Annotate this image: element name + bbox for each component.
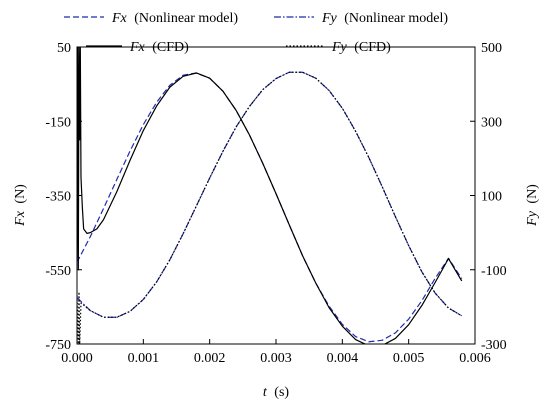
- series-line-fx-cfd: [77, 47, 463, 344]
- y-left-tick-label: -150: [45, 115, 71, 130]
- y-right-axis-label-var: Fy: [525, 210, 540, 227]
- y-right-tick-label: 500: [481, 41, 502, 56]
- legend-fx-nonlinear-name: (Nonlinear model): [134, 11, 238, 26]
- y-right-axis-label-unit: (N): [525, 184, 540, 204]
- y-right-axis-label: Fy (N): [525, 184, 540, 227]
- legend-fy-nonlinear-name: (Nonlinear model): [344, 11, 448, 26]
- legend-fy-nonlinear-var: Fy: [321, 11, 338, 26]
- x-axis-label-var: t: [263, 385, 268, 400]
- x-axis-ticks: 0.000 0.001 0.002 0.003 0.004 0.005 0.006: [61, 339, 491, 366]
- y-left-tick-label: -350: [45, 190, 71, 205]
- x-tick-label: 0.002: [194, 351, 226, 366]
- series-layer: [77, 47, 463, 344]
- x-tick-label: 0.005: [393, 351, 425, 366]
- x-tick-label: 0.001: [128, 351, 160, 366]
- x-tick-label: 0.003: [260, 351, 292, 366]
- y-right-tick-label: 300: [481, 115, 502, 130]
- plot-frame: [76, 46, 476, 345]
- series-line-fx-nonlinear: [77, 72, 463, 343]
- legend: Fx (Nonlinear model) Fy (Nonlinear model…: [64, 11, 448, 55]
- x-tick-label: 0.000: [61, 351, 93, 366]
- y-left-axis-label-unit: (N): [13, 184, 28, 204]
- y-right-tick-label: 100: [481, 190, 502, 205]
- legend-entry-fx-nonlinear: Fx (Nonlinear model): [64, 11, 238, 26]
- y-left-tick-label: -550: [45, 264, 71, 279]
- svg-text:Fy (Nonlinear model): Fy (Nonlinear model): [321, 11, 448, 26]
- y-left-tick-label: 50: [57, 41, 71, 56]
- legend-fx-nonlinear-var: Fx: [111, 11, 128, 26]
- series-line-fy-nonlinear: [77, 71, 463, 318]
- y-left-axis-label-var: Fx: [13, 210, 28, 227]
- series-line-fy-cfd: [77, 71, 463, 344]
- y-right-axis-ticks: 500 300 100 -100 -300: [470, 41, 507, 353]
- svg-text:Fx (Nonlinear model): Fx (Nonlinear model): [111, 11, 238, 26]
- x-axis-label: t (s): [263, 385, 290, 400]
- x-tick-label: 0.006: [459, 351, 491, 366]
- x-tick-label: 0.004: [327, 351, 359, 366]
- y-right-tick-label: -100: [481, 264, 507, 279]
- x-axis-label-unit: (s): [274, 385, 289, 400]
- legend-entry-fy-nonlinear: Fy (Nonlinear model): [274, 11, 448, 26]
- y-left-axis-ticks: 50 -150 -350 -550 -750: [45, 41, 82, 353]
- y-left-tick-label: -750: [45, 338, 71, 353]
- y-left-axis-label: Fx (N): [13, 184, 28, 227]
- y-right-tick-label: -300: [481, 338, 507, 353]
